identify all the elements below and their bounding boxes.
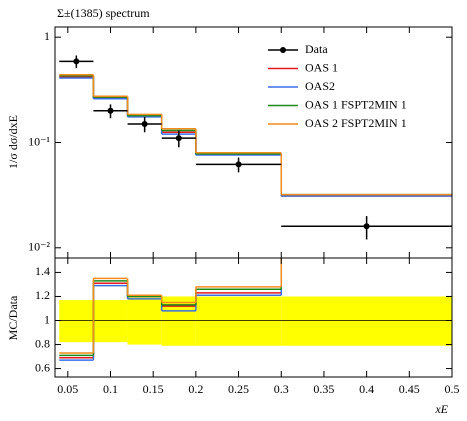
plot-frame [54,26,453,259]
x-tick-label: 0.05 [57,382,78,396]
plot-area [59,55,452,240]
y-tick-label: 1.4 [35,264,50,278]
legend-label: OAS 1 [305,60,338,74]
x-tick-label: 0.1 [103,382,118,396]
data-point [73,58,80,65]
x-tick-label: 0.25 [228,382,249,396]
data-point [235,161,242,168]
x-tick-label: 0.3 [274,382,289,396]
legend-label: Data [305,42,328,56]
data-point [175,135,182,142]
uncertainty-band [195,296,282,346]
uncertainty-band [281,296,452,346]
y-axis-label: MC/Data [6,295,20,340]
x-tick-label: 0.45 [399,382,420,396]
data-point [141,120,148,127]
uncertainty-band [161,296,196,346]
x-tick-label: 0.35 [313,382,334,396]
y-axis-label: 1/σ dσ/dxE [6,115,20,169]
y-tick-label: 0.8 [35,336,50,350]
x-tick-label: 0.5 [445,382,460,396]
uncertainty-band [93,300,128,343]
y-tick-label: 0.6 [35,360,50,374]
y-tick-label: 1 [44,312,50,326]
uncertainty-band [59,300,94,343]
chart-title: Σ±(1385) spectrum [57,6,150,20]
legend-label: OAS 2 FSPT2MIN 1 [305,116,407,130]
data-point [363,223,370,230]
x-tick-label: 0.4 [359,382,374,396]
data-point [107,107,114,114]
y-tick-label: 10⁻¹ [28,134,50,148]
x-axis-label: xE [434,402,448,416]
x-tick-label: 0.2 [188,382,203,396]
plot-area [55,258,452,361]
y-tick-label: 1 [44,29,50,43]
y-tick-label: 1.2 [35,288,50,302]
x-tick-label: 0.15 [143,382,164,396]
plot-frame [54,257,453,378]
legend-label: OAS2 [305,79,335,93]
y-tick-label: 10⁻² [28,240,50,254]
legend-label: OAS 1 FSPT2MIN 1 [305,97,407,111]
legend-marker [280,47,286,53]
uncertainty-band [127,297,162,345]
